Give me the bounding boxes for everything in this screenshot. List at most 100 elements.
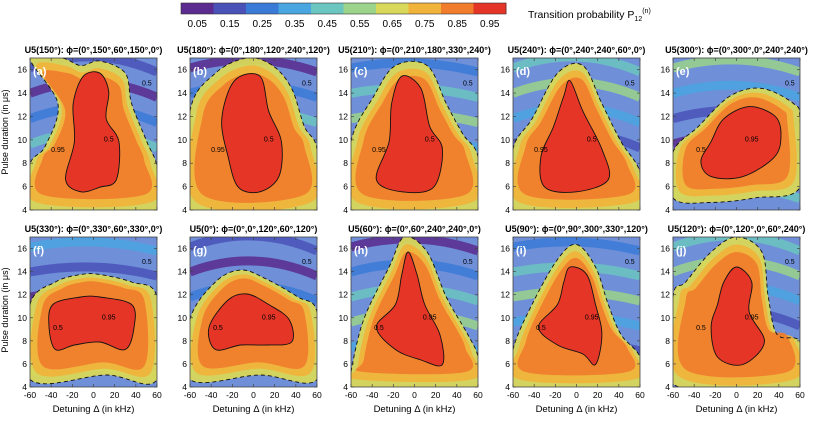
y-tick-label: 14 (501, 88, 511, 98)
contour-label: 0.95 (262, 315, 276, 322)
y-axis-label-top: Pulse duration (in μs) (0, 89, 10, 174)
contour-label: 0.5 (142, 80, 152, 87)
y-tick-label: 8 (182, 158, 187, 168)
y-tick-label: 8 (665, 158, 670, 168)
x-tick-label: -40 (688, 390, 701, 400)
y-tick-label: 10 (501, 313, 511, 323)
colorbar-tick-label: 0.65 (383, 19, 403, 30)
y-tick-label: 6 (343, 182, 348, 192)
heatmap-band (190, 256, 317, 281)
x-tick-label: -20 (387, 390, 400, 400)
heatmap-field: 0.95 0.5 0.5 (351, 237, 478, 387)
x-tick-label: -40 (528, 390, 541, 400)
panel-label: (i) (516, 245, 527, 257)
y-tick-label: 14 (339, 88, 349, 98)
y-tick-label: 4 (665, 205, 670, 215)
contour-label: 0.5 (785, 80, 795, 87)
heatmap-field: 0.95 0.5 0.5 (673, 237, 800, 387)
colorbar-segment (473, 3, 507, 14)
x-tick-label: 60 (152, 390, 162, 400)
y-tick-label: 16 (18, 65, 28, 75)
colorbar-segment (213, 3, 247, 14)
contour-0.95 (539, 79, 611, 193)
heatmap-band (30, 262, 157, 281)
y-tick-label: 6 (505, 182, 510, 192)
colorbar-segment (311, 3, 344, 14)
contour-0.95 (221, 73, 283, 194)
heatmap-field: 0.5 0.95 0.5 (351, 58, 478, 210)
x-tick-label: 0 (91, 390, 96, 400)
colorbar-tick-label: 0.05 (188, 19, 208, 30)
heatmap-field: 0.5 0.95 0.5 (513, 58, 640, 210)
heatmap-panel: 0.5 0.95 0.5 (a) U5(150°): ϕ=(0°,150°,60°,15… (18, 45, 163, 215)
heatmap-field: 0.95 0.5 0.5 (673, 58, 800, 210)
panel-title: U5(90°): ϕ=(0°,90°,300°,330°,120°) (505, 224, 648, 234)
y-tick-label: 6 (182, 359, 187, 369)
colorbar-segment (376, 3, 409, 14)
y-tick-label: 6 (505, 359, 510, 369)
y-tick-label: 14 (178, 267, 188, 277)
heatmap-panel: 0.5 0.95 0.5 (b) U5(180°): ϕ=(0°,180°,120°,2… (177, 45, 330, 215)
contour-0.5 (351, 60, 478, 210)
colorbar-tick-label: 0.25 (253, 19, 273, 30)
panels: 0.5 0.95 0.5 (a) U5(150°): ϕ=(0°,150°,60°,15… (18, 45, 808, 415)
y-tick-label: 4 (22, 205, 27, 215)
heatmap-panel: 0.5 0.95 0.5 (c) U5(210°): ϕ=(0°,210°,180°,3… (338, 45, 491, 215)
heatmap-band (513, 237, 640, 256)
x-tick-label: -40 (45, 390, 58, 400)
y-tick-label: 4 (505, 205, 510, 215)
y-tick-label: 4 (343, 382, 348, 392)
y-tick-label: 8 (22, 158, 27, 168)
y-tick-label: 10 (339, 135, 349, 145)
x-axis-label: Detuning Δ (in kHz) (213, 404, 295, 415)
x-tick-label: 40 (131, 390, 141, 400)
x-tick-label: 0 (734, 390, 739, 400)
x-tick-label: -20 (549, 390, 562, 400)
y-tick-label: 16 (501, 244, 511, 254)
y-tick-label: 4 (665, 382, 670, 392)
x-tick-label: 60 (635, 390, 645, 400)
heatmap-band (513, 58, 640, 77)
x-axis-label: Detuning Δ (in kHz) (374, 404, 456, 415)
x-tick-label: 60 (312, 390, 322, 400)
panel-title: U5(330°): ϕ=(0°,330°,60°,330°,0°) (25, 224, 163, 234)
contour-0.95 (700, 106, 782, 180)
y-tick-label: 12 (339, 290, 349, 300)
heatmap-field: 0.95 0.5 0.5 (30, 237, 157, 387)
y-tick-label: 16 (178, 244, 188, 254)
contour-label: 0.5 (625, 80, 635, 87)
panel-title: U5(150°): ϕ=(0°,150°,60°,150°,0°) (25, 45, 163, 55)
heatmap-band (673, 80, 800, 102)
y-tick-label: 8 (505, 158, 510, 168)
contour-label: 0.5 (53, 325, 63, 332)
y-tick-label: 12 (501, 111, 511, 121)
x-tick-label: 0 (412, 390, 417, 400)
x-tick-label: 20 (431, 390, 441, 400)
y-tick-label: 12 (18, 111, 28, 121)
y-tick-label: 6 (22, 359, 27, 369)
contour-label: 0.5 (463, 80, 473, 87)
x-tick-label: 20 (753, 390, 763, 400)
y-tick-label: 6 (343, 359, 348, 369)
x-tick-label: -60 (184, 390, 197, 400)
contour-0.95 (710, 266, 765, 366)
x-tick-label: 20 (593, 390, 603, 400)
colorbar-segment (278, 3, 312, 14)
heatmap-band (673, 237, 800, 256)
x-tick-label: 40 (614, 390, 624, 400)
contour-label: 0.5 (696, 325, 706, 332)
contour-0.5 (351, 237, 478, 387)
contour-label: 0.5 (536, 325, 546, 332)
x-tick-label: 40 (291, 390, 301, 400)
contour-0.95 (207, 293, 294, 351)
colorbar-tick-label: 0.95 (480, 19, 500, 30)
x-axis-label: Detuning Δ (in kHz) (53, 404, 135, 415)
contour-label: 0.5 (104, 137, 114, 144)
contour-label: 0.5 (264, 137, 274, 144)
y-tick-label: 16 (18, 244, 28, 254)
contour-label: 0.5 (302, 259, 312, 266)
colorbar-tick-label: 0.35 (285, 19, 305, 30)
y-tick-label: 8 (665, 336, 670, 346)
x-tick-label: -40 (205, 390, 218, 400)
contour-label: 0.95 (745, 315, 759, 322)
